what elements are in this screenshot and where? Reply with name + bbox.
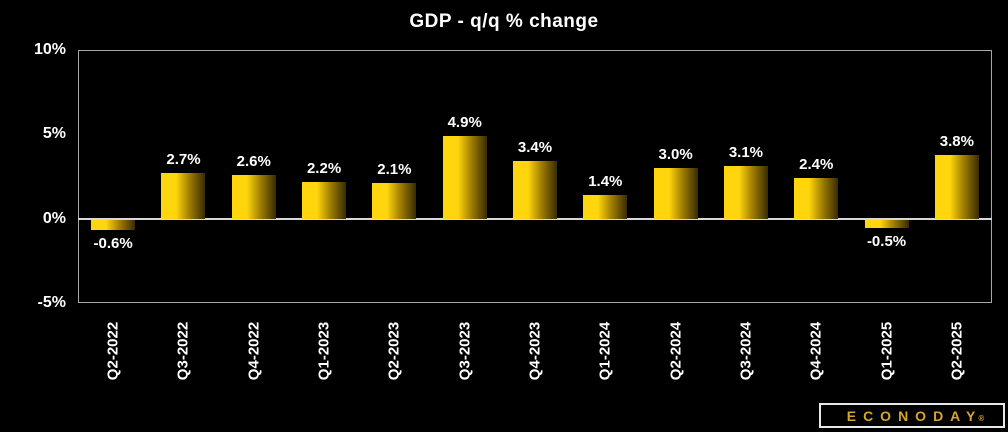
x-axis-tick-label: Q2-2022 [104,321,122,381]
bar-value-label: 3.4% [517,139,553,157]
econoday-logo: ECONODAY ® [819,403,1005,428]
y-axis-tick-label: -5% [37,294,66,311]
bar-Q2-2024 [653,168,698,219]
bar-value-label: 1.4% [588,173,623,191]
bar-Q4-2023 [513,161,557,219]
bar-Q4-2024 [794,178,839,219]
x-axis-tick-label: Q2-2024 [667,321,685,381]
bar-value-label: 2.1% [377,161,412,179]
bar-Q3-2022 [161,173,206,219]
bar-Q2-2022 [91,219,136,230]
bar-value-label: 2.7% [166,151,201,169]
bar-Q1-2025 [864,219,909,229]
econoday-logo-text: ECONODAY [846,407,983,424]
chart-title: GDP - q/q % change [409,11,599,32]
x-axis-tick-label: Q4-2023 [526,321,544,381]
registered-mark-icon: ® [978,414,985,423]
bar-value-label: 2.4% [799,156,834,174]
bar-Q1-2023 [302,181,347,219]
x-axis-tick-label: Q1-2025 [878,321,896,381]
bar-value-label: 4.9% [447,114,482,132]
bar-value-label: 3.8% [939,132,974,150]
bar-Q3-2023 [442,136,487,219]
x-axis-tick-label: Q1-2024 [596,321,614,381]
bar-value-label: 3.1% [728,144,764,162]
bar-Q2-2023 [372,183,417,219]
bar-value-label: 3.0% [658,146,693,164]
x-axis-tick-label: Q2-2023 [385,321,403,381]
x-axis-tick-label: Q2-2025 [948,321,966,381]
y-axis-tick-label: 10% [33,41,66,58]
bar-value-label: -0.6% [93,234,133,252]
y-axis-tick-label: 0% [42,209,66,227]
bar-value-label: 2.6% [236,152,271,170]
bar-Q2-2025 [934,154,979,219]
bar-value-label: 2.2% [306,159,342,177]
x-axis-tick-label: Q3-2023 [456,321,474,381]
bar-Q1-2024 [583,195,628,219]
y-axis-tick-label: 5% [42,125,66,143]
x-axis-tick-label: Q3-2022 [174,321,192,381]
bar-Q3-2024 [723,166,768,219]
x-axis-tick-label: Q4-2022 [245,321,263,381]
x-axis-tick-label: Q3-2024 [737,321,755,381]
x-axis-tick-label: Q1-2023 [315,321,333,381]
zero-axis-line [78,217,992,220]
bar-value-label: -0.5% [866,233,907,251]
plot-area [78,50,992,303]
bar-Q4-2022 [231,174,276,219]
x-axis-tick-label: Q4-2024 [807,321,825,381]
